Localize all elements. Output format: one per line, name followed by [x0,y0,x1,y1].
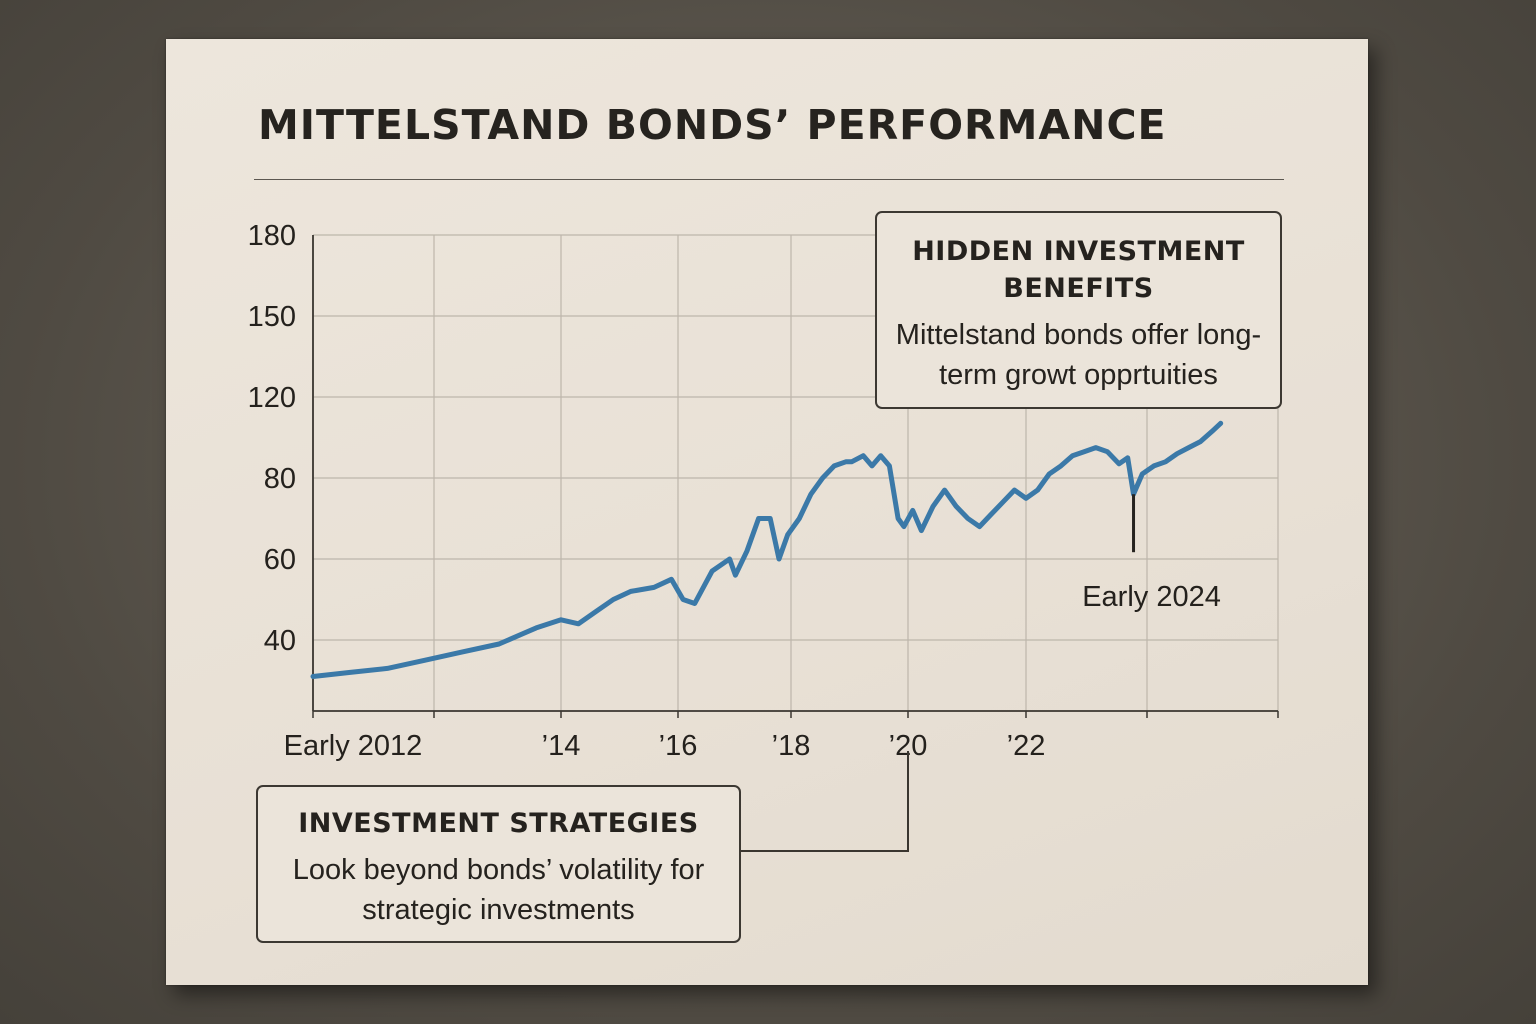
callout-heading: HIDDEN INVESTMENT BENEFITS [912,236,1245,304]
y-tick-label: 40 [264,625,296,657]
y-tick-label: 180 [248,220,296,252]
chart-axes [312,235,1279,718]
investment-strategies-callout: INVESTMENT STRATEGIES Look beyond bonds’… [256,785,741,943]
series-line-mittelstand-bonds [310,420,1224,679]
y-tick-label: 60 [264,544,296,576]
x-tick-label: ’16 [659,730,698,762]
x-tick-label: ’18 [772,730,811,762]
callout-body: Look beyond bonds’ volatility for strate… [292,854,705,926]
chart-title: MITTELSTAND BONDS’ PERFORMANCE [258,101,1167,149]
hidden-benefits-callout: HIDDEN INVESTMENT BENEFITS Mittelstand b… [875,211,1282,409]
strategy-connector-line [741,751,909,852]
x-tick-label: Early 2012 [284,730,423,762]
poster-board: MITTELSTAND BONDS’ PERFORMANCE 180 150 1… [166,39,1368,985]
y-axis-labels: 180 150 120 80 60 40 [248,220,296,657]
callout-heading: INVESTMENT STRATEGIES [298,808,699,839]
y-tick-label: 80 [264,463,296,495]
callout-body: Mittelstand bonds offer long-term growt … [895,319,1262,391]
title-divider [254,179,1284,180]
y-tick-label: 120 [248,382,296,414]
x-tick-label: ’22 [1007,730,1046,762]
x-tick-label: ’14 [542,730,581,762]
early-2024-label: Early 2024 [1082,581,1221,613]
y-tick-label: 150 [248,301,296,333]
x-axis-labels: Early 2012 ’14 ’16 ’18 ’20 ’22 [284,730,1046,762]
